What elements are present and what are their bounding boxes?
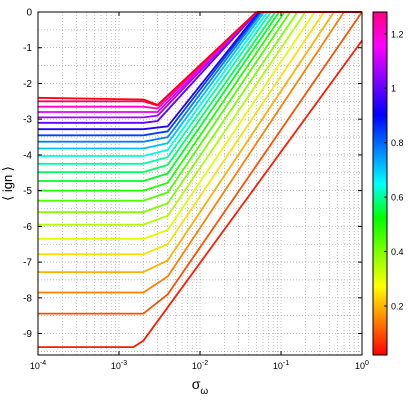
colorbar-gradient	[372, 11, 388, 356]
y-tick-label: -6	[23, 222, 32, 233]
x-axis: 10-4 10-3 10-2 10-1 100	[30, 12, 369, 371]
colorbar-tick-label: 0.2	[391, 302, 404, 312]
series-line-2	[38, 11, 345, 294]
series-line-23	[37, 11, 258, 106]
colorbar-tick-label: 0.6	[391, 193, 404, 203]
x-tick-base: 10	[355, 361, 365, 371]
series-line-11	[38, 11, 277, 174]
series-line-6	[38, 11, 307, 226]
x-tick-exponent: -4	[40, 360, 46, 367]
series-line-0	[38, 40, 363, 349]
y-tick-label: -8	[23, 293, 32, 304]
series-line-9	[38, 11, 286, 192]
series-line-16	[38, 11, 261, 137]
y-axis: 0 -1 -2 -3 -4 -5 -6 -7 -8 -9	[23, 8, 362, 340]
x-tick-label: 10-1	[273, 360, 289, 371]
colorbar: 0.2 0.4 0.6 0.8 1 1.2	[372, 11, 404, 356]
series-line-1	[38, 11, 363, 315]
x-axis-label-sub: ω	[200, 386, 208, 397]
x-tick-base: 10	[111, 361, 121, 371]
x-axis-label-main: σ	[192, 376, 201, 392]
y-tick-label: -5	[23, 186, 32, 197]
series-line-10	[38, 11, 280, 182]
series-line-19	[38, 11, 258, 119]
series-line-15	[38, 11, 263, 143]
series-line-13	[38, 11, 269, 157]
colorbar-tick-label: 0.8	[391, 138, 404, 148]
series-line-14	[38, 11, 265, 150]
series-line-4	[38, 11, 325, 256]
x-tick-exponent: -2	[202, 360, 208, 367]
x-tick-label: 10-2	[192, 360, 208, 371]
x-tick-exponent: -1	[283, 360, 289, 367]
x-axis-label: σω	[192, 376, 209, 397]
y-tick-label: -1	[23, 43, 32, 54]
x-tick-exponent: 0	[365, 360, 369, 367]
y-tick-label: 0	[26, 8, 32, 19]
x-tick-label: 100	[355, 360, 369, 371]
series-line-3	[38, 11, 335, 274]
y-tick-label: -2	[23, 79, 32, 90]
y-tick-label: -3	[23, 115, 32, 126]
series-line-18	[38, 11, 258, 124]
colorbar-tick-label: 1	[391, 84, 396, 94]
series-line-8	[38, 11, 291, 202]
series-layer	[37, 11, 363, 349]
x-tick-label: 10-3	[111, 360, 127, 371]
x-tick-label: 10-4	[30, 360, 46, 371]
series-line-21	[38, 11, 258, 110]
series-line-12	[38, 11, 272, 165]
series-line-5	[38, 11, 316, 240]
y-tick-label: -4	[23, 150, 32, 161]
x-tick-base: 10	[273, 361, 283, 371]
y-tick-label: -7	[23, 258, 32, 269]
x-tick-base: 10	[192, 361, 202, 371]
y-axis-label: ⟨ ign ⟩	[0, 166, 15, 201]
series-line-7	[38, 11, 299, 214]
grid	[38, 12, 362, 355]
colorbar-tick-label: 1.2	[391, 29, 404, 39]
x-tick-exponent: -3	[121, 360, 127, 367]
series-line-20	[38, 11, 258, 113]
y-tick-label: -9	[23, 329, 32, 340]
colorbar-tick-label: 0.4	[391, 247, 404, 257]
x-tick-base: 10	[30, 361, 40, 371]
series-line-17	[38, 11, 260, 131]
